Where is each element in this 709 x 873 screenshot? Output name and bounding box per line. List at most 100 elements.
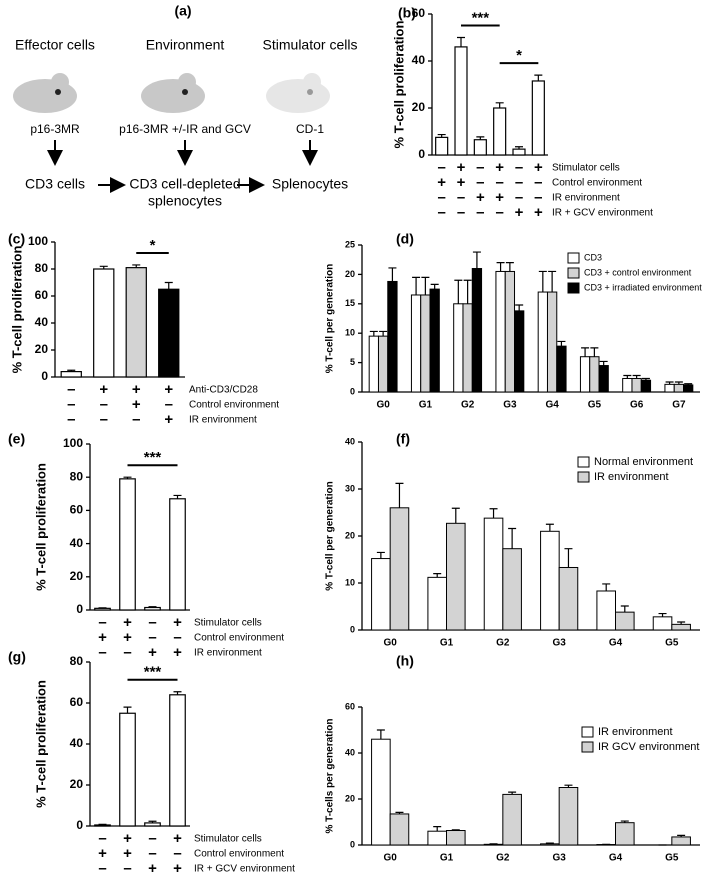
significance-label: ***	[144, 664, 162, 681]
condition-sign: –	[98, 644, 106, 661]
arrows	[47, 140, 318, 193]
bar	[514, 310, 525, 393]
y-tick-label: 20	[345, 793, 355, 803]
cells: splenocytes	[148, 193, 222, 209]
bar	[169, 694, 186, 827]
legend-swatch	[577, 456, 590, 468]
bar	[683, 384, 694, 393]
panel-label: (e)	[8, 431, 25, 447]
bar	[420, 294, 431, 393]
bar	[495, 270, 506, 393]
condition-sign: +	[457, 174, 466, 191]
condition-label: IR + GCV environment	[552, 208, 653, 219]
bar	[119, 712, 136, 827]
bar	[94, 607, 111, 611]
legend-swatch	[567, 267, 580, 279]
condition-sign: +	[534, 204, 543, 221]
y-tick-label: 40	[412, 53, 426, 67]
condition-sign: –	[476, 174, 484, 191]
condition-sign: –	[457, 204, 465, 221]
error-bar	[684, 383, 693, 385]
error-bar	[437, 133, 446, 138]
bar	[473, 139, 487, 156]
condition-sign: +	[148, 860, 157, 873]
error-bar	[557, 340, 566, 347]
diagram: (a) Effector cells Environment Stimulato…	[13, 3, 357, 209]
legend-swatch	[577, 471, 590, 483]
bar	[377, 335, 389, 393]
bar	[502, 548, 522, 631]
error-bar	[430, 283, 439, 290]
bar	[368, 335, 379, 393]
y-tick-label: 10	[345, 328, 355, 338]
bar	[435, 136, 449, 156]
bar	[93, 268, 115, 378]
y-tick-label: 20	[70, 777, 84, 791]
bar	[410, 294, 422, 393]
y-tick-label: 60	[70, 503, 84, 517]
condition-sign: –	[515, 159, 523, 176]
error-bar	[581, 347, 590, 357]
y-tick-label: 25	[345, 239, 355, 249]
bar	[598, 365, 609, 393]
y-tick-label: 80	[70, 654, 84, 668]
bar	[546, 291, 558, 393]
y-axis-label: % T-cell per generation	[325, 264, 336, 373]
error-bar	[123, 476, 132, 479]
bar	[158, 288, 180, 378]
condition-sign: +	[457, 159, 466, 176]
y-tick-label: 60	[70, 695, 84, 709]
error-bar	[379, 330, 388, 337]
condition-sign: –	[534, 174, 542, 191]
y-tick-label: 30	[345, 483, 355, 493]
condition-sign: –	[495, 174, 503, 191]
error-bar	[173, 494, 182, 499]
y-tick-label: 60	[345, 701, 355, 711]
y-tick-label: 100	[63, 436, 83, 450]
condition-sign: –	[495, 204, 503, 221]
cells: Splenocytes	[272, 176, 348, 192]
condition-label: Stimulator cells	[194, 618, 262, 629]
condition-sign: –	[148, 629, 156, 646]
condition-label: Anti-CD3/CD28	[189, 385, 258, 396]
condition-sign: –	[173, 845, 181, 862]
bar	[125, 267, 147, 378]
x-tick-label: G1	[440, 853, 454, 864]
error-bar	[148, 606, 157, 608]
bar	[446, 522, 466, 631]
bar	[673, 383, 685, 393]
condition-label: IR environment	[189, 415, 257, 426]
condition-sign: –	[476, 159, 484, 176]
x-tick-label: G1	[440, 638, 454, 649]
panel-label: (g)	[8, 649, 26, 665]
x-tick-label: G7	[672, 400, 686, 411]
bar	[504, 270, 516, 393]
bar	[622, 377, 633, 393]
bar	[631, 377, 642, 393]
bar	[615, 822, 635, 846]
condition-sign: –	[67, 411, 75, 428]
y-tick-label: 80	[70, 469, 84, 483]
condition-sign: –	[457, 189, 465, 206]
bar	[94, 824, 111, 827]
error-bar	[388, 267, 397, 282]
error-bar	[545, 842, 554, 844]
panel-label: (c)	[8, 231, 25, 247]
condition-sign: –	[98, 830, 106, 847]
error-bar	[623, 374, 632, 379]
error-bar	[369, 330, 378, 337]
condition-sign: +	[164, 381, 173, 398]
y-tick-label: 0	[350, 839, 355, 849]
y-tick-label: 20	[345, 269, 355, 279]
condition-sign: –	[148, 845, 156, 862]
y-axis-label: % T-cell per generation	[325, 481, 336, 590]
bar	[493, 107, 507, 156]
bar	[427, 830, 448, 846]
bar	[502, 793, 522, 846]
y-tick-label: 20	[70, 569, 84, 583]
legend-label: CD3 + control environment	[584, 267, 692, 277]
condition-sign: +	[495, 189, 504, 206]
error-bar	[496, 262, 505, 272]
error-bar	[457, 36, 465, 47]
error-bar	[451, 829, 460, 831]
